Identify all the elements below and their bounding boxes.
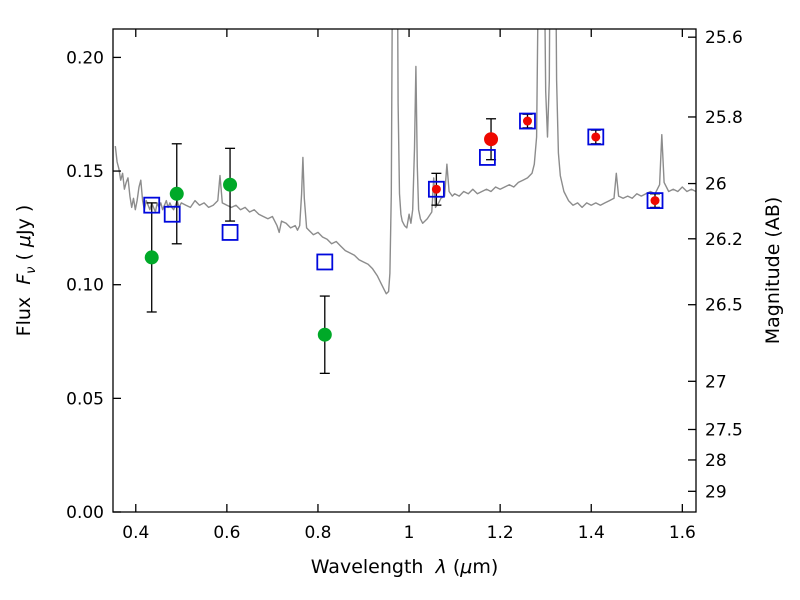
model-square-marker [478, 149, 496, 166]
y-right-tick-label: 27.5 [705, 420, 743, 440]
y-left-tick-label: 0.00 [66, 503, 104, 523]
observed-green-marker [317, 327, 332, 342]
y-right-tick-label: 27 [705, 372, 727, 392]
spectrum-line [114, 29, 696, 295]
observed-red-marker-small [431, 184, 441, 194]
model-square-marker [221, 224, 239, 241]
observed-red-marker [484, 132, 499, 147]
observed-green-marker [169, 186, 184, 201]
y-right-tick-label: 26.5 [705, 296, 743, 316]
axes-frame [112, 28, 697, 513]
observed-green-marker [144, 250, 159, 265]
x-tick-label: 0.4 [122, 523, 149, 543]
x-tick-label: 1.4 [578, 523, 605, 543]
model-square-marker [427, 180, 445, 198]
x-tick-label: 1 [404, 523, 415, 543]
y-right-tick-label: 25.8 [705, 108, 743, 128]
y-right-tick-label: 26 [705, 175, 727, 195]
y-left-tick-label: 0.10 [66, 276, 104, 296]
y-right-tick-label: 25.6 [705, 28, 743, 48]
data-layer [143, 112, 664, 375]
y-right-tick-label: 28 [705, 451, 727, 471]
model-square-marker [587, 128, 605, 146]
x-tick-label: 0.6 [213, 523, 240, 543]
x-tick-label: 1.6 [669, 523, 696, 543]
observed-red-marker-small [650, 196, 660, 206]
x-axis-label: Wavelength λ (μm) [311, 556, 499, 578]
model-square-marker [143, 196, 161, 214]
observed-red-marker-small [522, 116, 532, 126]
model-square-marker [316, 253, 334, 271]
model-square-marker [646, 192, 664, 210]
y-axis-label-left: Flux Fν ( μJy ) [13, 205, 39, 337]
model-square-marker [519, 112, 536, 130]
y-left-tick-label: 0.05 [66, 389, 104, 409]
y-axis-label-right: Magnitude (AB) [762, 197, 784, 345]
model-square-marker [163, 205, 181, 223]
y-right-tick-label: 29 [705, 482, 727, 502]
y-left-tick-label: 0.20 [66, 48, 104, 68]
x-tick-label: 1.2 [487, 523, 514, 543]
y-right-tick-label: 26.2 [705, 230, 743, 250]
observed-green-marker [223, 177, 238, 192]
x-tick-label: 0.8 [304, 523, 331, 543]
y-left-tick-label: 0.15 [66, 162, 104, 182]
observed-red-marker-small [591, 132, 601, 142]
